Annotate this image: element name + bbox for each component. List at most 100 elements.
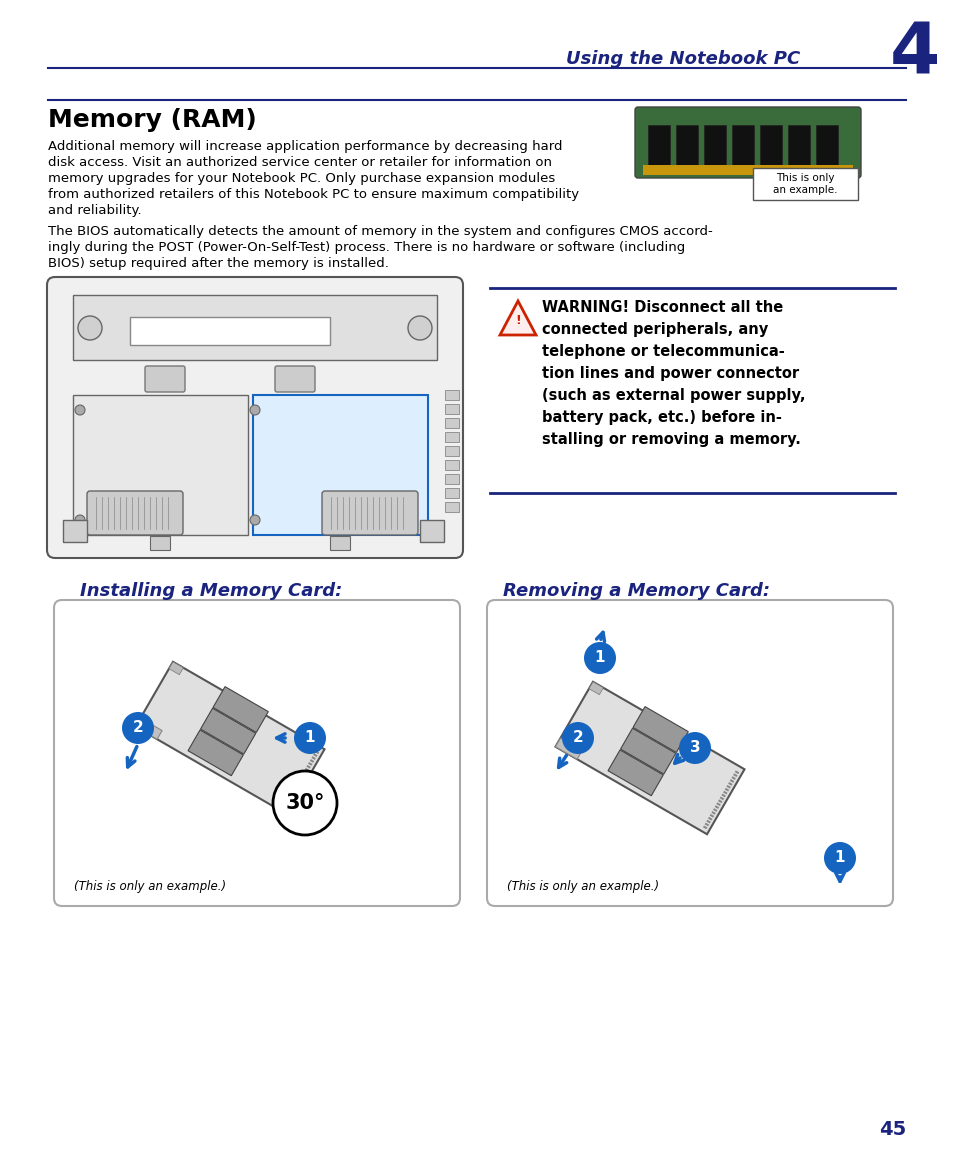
Bar — [444, 502, 458, 512]
Text: stalling or removing a memory.: stalling or removing a memory. — [541, 432, 800, 447]
Text: !: ! — [515, 315, 520, 327]
Bar — [150, 535, 170, 550]
Circle shape — [583, 642, 616, 674]
Bar — [444, 432, 458, 442]
Bar — [444, 418, 458, 427]
Bar — [752, 168, 857, 200]
Bar — [444, 390, 458, 400]
Polygon shape — [725, 785, 730, 788]
Polygon shape — [729, 779, 734, 782]
Bar — [73, 395, 248, 535]
Polygon shape — [188, 730, 243, 776]
Bar — [63, 520, 87, 542]
Text: This is only
an example.: This is only an example. — [773, 173, 837, 195]
Bar — [130, 317, 330, 345]
Polygon shape — [704, 823, 708, 826]
Bar — [330, 535, 350, 550]
Text: 1: 1 — [594, 650, 604, 665]
Text: Using the Notebook PC: Using the Notebook PC — [565, 51, 800, 68]
Circle shape — [122, 712, 153, 745]
Polygon shape — [707, 817, 712, 820]
Circle shape — [250, 404, 260, 415]
Polygon shape — [722, 791, 727, 794]
Polygon shape — [299, 777, 304, 780]
Text: battery pack, etc.) before in-: battery pack, etc.) before in- — [541, 410, 781, 425]
Polygon shape — [727, 782, 732, 786]
Polygon shape — [588, 681, 602, 695]
Polygon shape — [311, 756, 315, 759]
Polygon shape — [291, 791, 295, 795]
Polygon shape — [709, 813, 714, 818]
Polygon shape — [724, 788, 728, 792]
Text: (This is only an example.): (This is only an example.) — [74, 880, 226, 893]
Polygon shape — [301, 773, 306, 778]
Polygon shape — [731, 777, 735, 780]
Bar — [73, 295, 436, 360]
Text: The BIOS automatically detects the amount of memory in the system and configures: The BIOS automatically detects the amoun… — [48, 225, 712, 238]
Polygon shape — [720, 794, 725, 797]
Polygon shape — [716, 802, 720, 807]
Text: 45: 45 — [878, 1120, 905, 1139]
Polygon shape — [304, 768, 309, 771]
Bar — [642, 165, 852, 175]
FancyBboxPatch shape — [274, 367, 314, 392]
Polygon shape — [200, 708, 255, 754]
FancyBboxPatch shape — [47, 277, 462, 558]
Text: telephone or telecommunica-: telephone or telecommunica- — [541, 344, 784, 358]
Polygon shape — [284, 803, 289, 807]
Polygon shape — [555, 681, 743, 834]
Polygon shape — [734, 771, 739, 774]
Text: 4: 4 — [889, 20, 939, 88]
Polygon shape — [306, 765, 311, 769]
Bar — [815, 125, 837, 165]
Text: (This is only an example.): (This is only an example.) — [506, 880, 659, 893]
Text: and reliability.: and reliability. — [48, 205, 141, 217]
Polygon shape — [303, 771, 307, 774]
Bar — [444, 404, 458, 414]
Polygon shape — [169, 662, 183, 674]
Polygon shape — [308, 762, 313, 765]
Text: 1: 1 — [304, 731, 314, 746]
Polygon shape — [702, 825, 707, 830]
Circle shape — [75, 515, 85, 525]
Bar — [444, 446, 458, 456]
Text: memory upgrades for your Notebook PC. Only purchase expansion modules: memory upgrades for your Notebook PC. On… — [48, 172, 555, 185]
Circle shape — [273, 771, 336, 835]
FancyBboxPatch shape — [635, 107, 861, 178]
Bar — [253, 395, 428, 535]
Circle shape — [679, 732, 710, 764]
Bar — [444, 475, 458, 484]
Polygon shape — [135, 662, 324, 815]
Text: ingly during the POST (Power-On-Self-Test) process. There is no hardware or soft: ingly during the POST (Power-On-Self-Tes… — [48, 241, 684, 254]
Text: (such as external power supply,: (such as external power supply, — [541, 388, 804, 403]
Polygon shape — [290, 794, 294, 797]
Bar — [444, 488, 458, 498]
Text: Memory (RAM): Memory (RAM) — [48, 108, 256, 132]
Polygon shape — [633, 707, 688, 753]
Bar — [760, 125, 781, 165]
Circle shape — [78, 316, 102, 340]
Polygon shape — [283, 805, 287, 809]
Text: WARNING! Disconnect all the: WARNING! Disconnect all the — [541, 300, 782, 315]
FancyBboxPatch shape — [322, 491, 417, 535]
Circle shape — [408, 316, 432, 340]
Polygon shape — [732, 773, 737, 777]
Circle shape — [561, 722, 594, 754]
Polygon shape — [607, 750, 662, 796]
Polygon shape — [719, 796, 723, 800]
Polygon shape — [293, 788, 297, 792]
Bar — [703, 125, 725, 165]
Polygon shape — [288, 796, 293, 801]
FancyBboxPatch shape — [486, 600, 892, 907]
Text: 2: 2 — [572, 731, 583, 746]
Polygon shape — [619, 728, 675, 774]
Polygon shape — [294, 785, 299, 789]
Bar — [676, 125, 698, 165]
Text: Additional memory will increase application performance by decreasing hard: Additional memory will increase applicat… — [48, 140, 562, 153]
Text: 3: 3 — [689, 740, 700, 756]
FancyBboxPatch shape — [54, 600, 459, 907]
Circle shape — [823, 842, 855, 874]
Text: 30°: 30° — [285, 793, 324, 813]
Text: Removing a Memory Card:: Removing a Memory Card: — [502, 583, 769, 600]
Circle shape — [75, 404, 85, 415]
